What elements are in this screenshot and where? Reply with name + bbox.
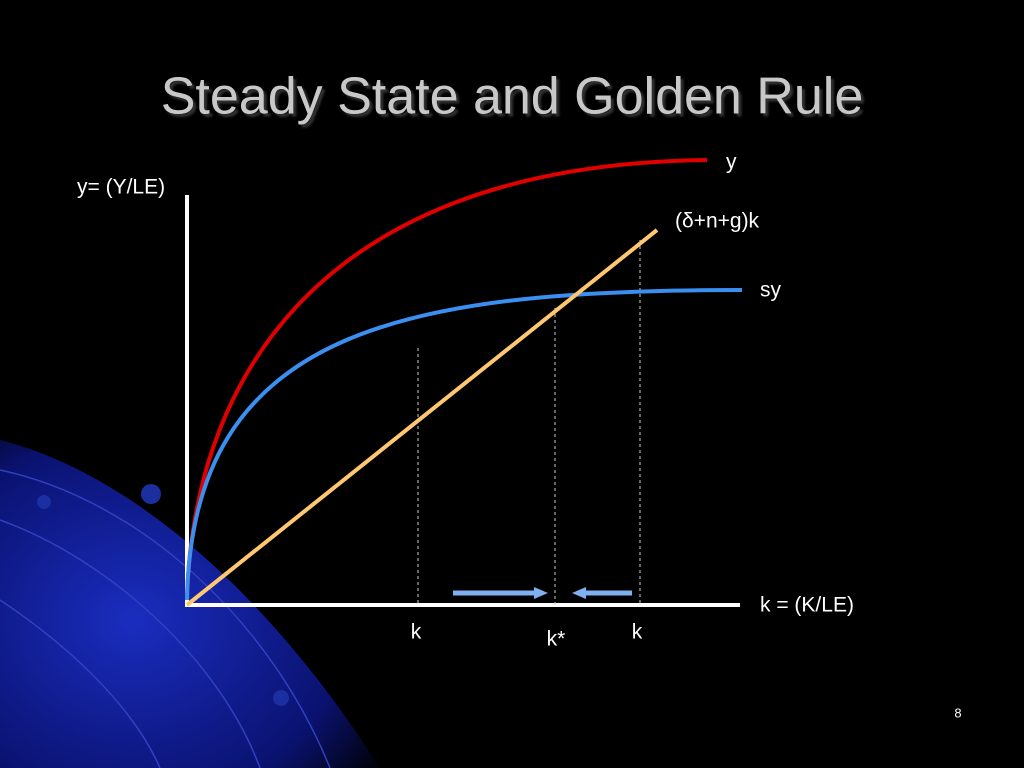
guides — [417, 240, 641, 605]
page-number: 8 — [954, 705, 961, 720]
curve-label: sy — [760, 279, 782, 302]
x-axis-label: k = (K/LE) — [760, 594, 854, 617]
arrow-head — [534, 587, 548, 599]
arrow-head — [572, 587, 586, 599]
saving-curve — [185, 288, 743, 601]
k-label: k — [411, 621, 422, 644]
slide-title: Steady State and Golden Rule — [161, 68, 863, 126]
k-label: k — [632, 621, 643, 644]
output-curve — [185, 158, 708, 601]
break-even-line — [185, 228, 659, 607]
curve-label: y — [726, 151, 737, 174]
arrows — [453, 587, 632, 599]
y-axis-label: y= (Y/LE) — [77, 176, 165, 199]
curve-label: (δ+n+g)k — [675, 210, 760, 233]
k-label: k* — [547, 628, 566, 651]
